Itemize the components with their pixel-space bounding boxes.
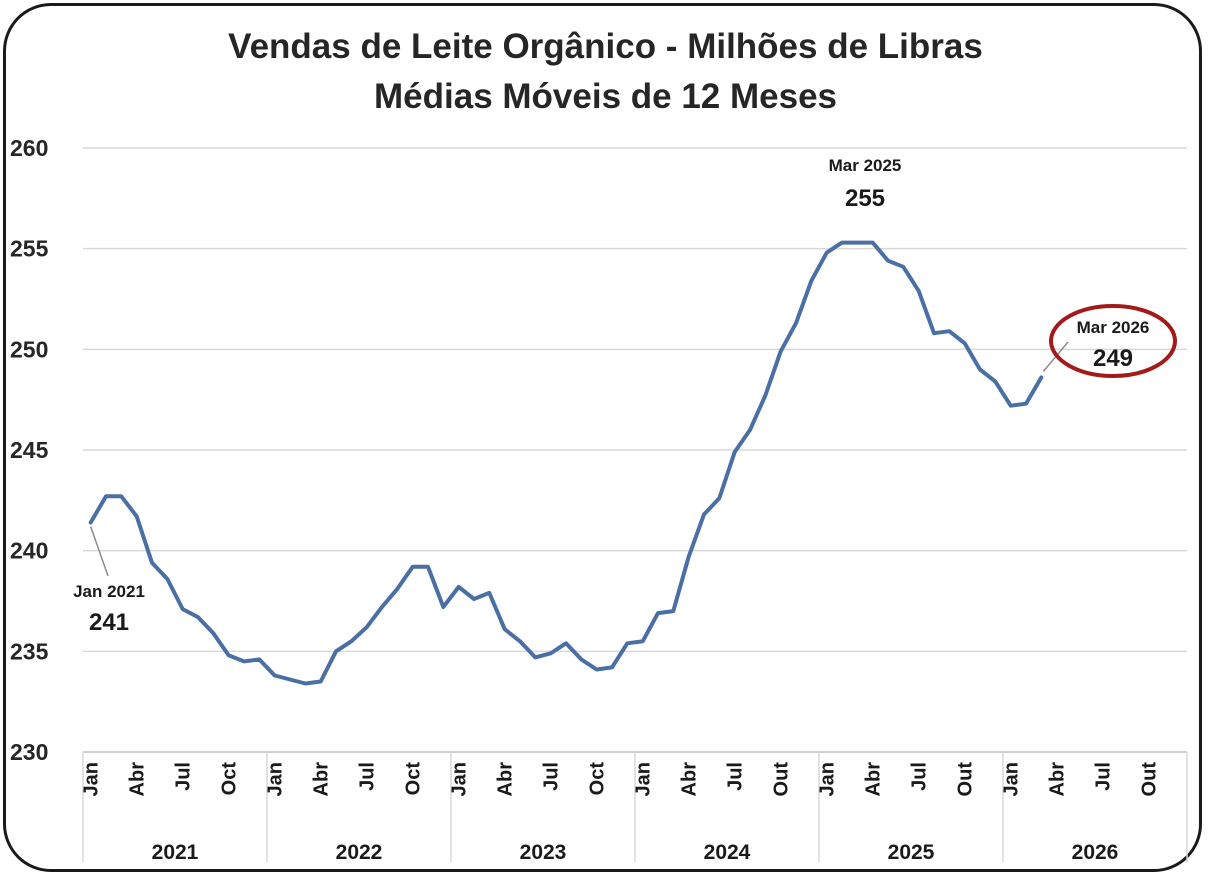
annotation-value: 255	[845, 185, 885, 212]
year-label: 2021	[152, 841, 199, 864]
x-axis: Jan Abr Jul Oct Jan Abr Jul Oct Jan Abr Jul Oct Jan A…	[81, 752, 1188, 864]
month-tick-label: Jan	[1001, 762, 1023, 796]
month-tick-label: Jul	[357, 762, 379, 791]
series-line	[88, 240, 1044, 686]
annotation-label: Mar 2025	[829, 156, 902, 175]
highlight-ellipse	[1049, 304, 1177, 378]
y-tick-label: 250	[10, 336, 48, 362]
annotation-value: 241	[89, 609, 129, 636]
y-tick-label: 255	[10, 236, 49, 262]
month-tick-label: Jan	[633, 762, 655, 796]
y-tick-label: 230	[10, 739, 48, 765]
annotation-label: Jan 2021	[73, 582, 145, 601]
month-tick-label: Oct	[587, 762, 609, 796]
annotation-leader	[89, 526, 109, 577]
y-tick-label: 245	[10, 437, 49, 463]
y-tick-label: 240	[10, 538, 48, 564]
month-tick-label: Jan	[449, 762, 471, 796]
y-axis: 230 235 240 245 250 255 260	[10, 135, 49, 765]
chart-subtitle: Médias Móveis de 12 Meses	[374, 77, 837, 116]
year-label: 2026	[1072, 841, 1119, 864]
month-tick-label: Abr	[311, 762, 333, 797]
year-label: 2024	[704, 841, 751, 864]
annotations: Jan 2021 241 Mar 2025 255 Mar 2026 249	[73, 156, 1177, 636]
month-tick-label: Abr	[127, 762, 149, 797]
month-tick-label: Abr	[1047, 762, 1069, 797]
month-tick-label: Abr	[495, 762, 517, 797]
month-tick-label: Oct	[219, 762, 241, 796]
year-label: 2022	[336, 841, 383, 864]
month-tick-label: Jul	[541, 762, 563, 791]
month-tick-label: Out	[771, 762, 793, 797]
year-label: 2025	[888, 841, 935, 864]
month-tick-label: Abr	[679, 762, 701, 797]
month-tick-label: Jul	[909, 762, 931, 791]
month-tick-label: Out	[955, 762, 977, 797]
month-tick-label: Jul	[173, 762, 195, 791]
month-tick-label: Oct	[403, 762, 425, 796]
y-tick-label: 235	[10, 638, 49, 664]
year-label: 2023	[520, 841, 567, 864]
month-tick-label: Jul	[725, 762, 747, 791]
month-tick-label: Jul	[1093, 762, 1115, 791]
month-tick-label: Jan	[817, 762, 839, 796]
month-tick-label: Out	[1139, 762, 1161, 797]
annotation-value: 249	[1093, 345, 1133, 372]
month-tick-label: Abr	[863, 762, 885, 797]
annotation-label: Mar 2026	[1077, 318, 1150, 337]
chart-title-block: Vendas de Leite Orgânico - Milhões de Li…	[0, 22, 1211, 122]
series-layer	[88, 240, 1044, 686]
month-tick-label: Jan	[265, 762, 287, 796]
chart-title: Vendas de Leite Orgânico - Milhões de Li…	[228, 27, 983, 66]
y-tick-label: 260	[10, 135, 48, 161]
month-tick-label: Jan	[81, 762, 103, 796]
